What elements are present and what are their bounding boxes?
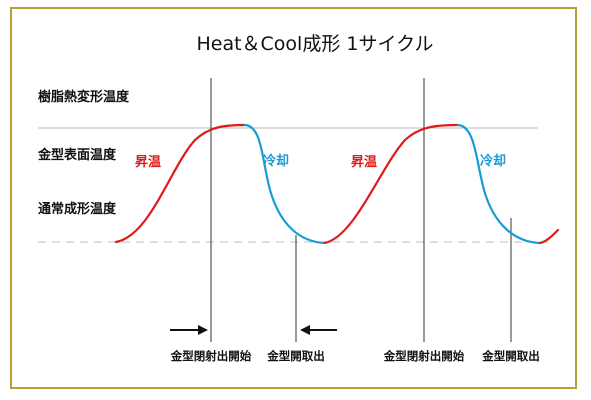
arrow-left-icon xyxy=(300,325,337,335)
heating-curve-3 xyxy=(538,228,560,245)
level-label-mold-surface: 金型表面温度 xyxy=(37,147,117,163)
arrow-right-icon xyxy=(170,325,208,335)
event-label-injection-2: 金型閉射出開始 xyxy=(383,349,465,363)
phase-label-cooling-1: 冷却 xyxy=(263,153,289,169)
cooling-curve-1 xyxy=(243,123,327,245)
phase-label-cooling-2: 冷却 xyxy=(480,153,506,169)
diagram-title: Heat＆Cool成形 1サイクル xyxy=(196,33,433,55)
event-label-mold-open-2: 金型開取出 xyxy=(481,349,540,363)
phase-label-heating-2: 昇温 xyxy=(351,155,377,170)
level-label-resin-deformation: 樹脂熱変形温度 xyxy=(38,89,130,105)
event-label-injection-1: 金型閉射出開始 xyxy=(170,349,252,363)
phase-label-heating-1: 昇温 xyxy=(135,155,161,170)
frame-border xyxy=(10,7,577,389)
heating-curve-2 xyxy=(323,123,460,245)
heating-curve-1 xyxy=(114,123,247,244)
event-label-mold-open-1: 金型開取出 xyxy=(266,349,325,363)
level-label-normal-molding: 通常成形温度 xyxy=(38,201,117,217)
cooling-curve-2 xyxy=(456,123,542,245)
